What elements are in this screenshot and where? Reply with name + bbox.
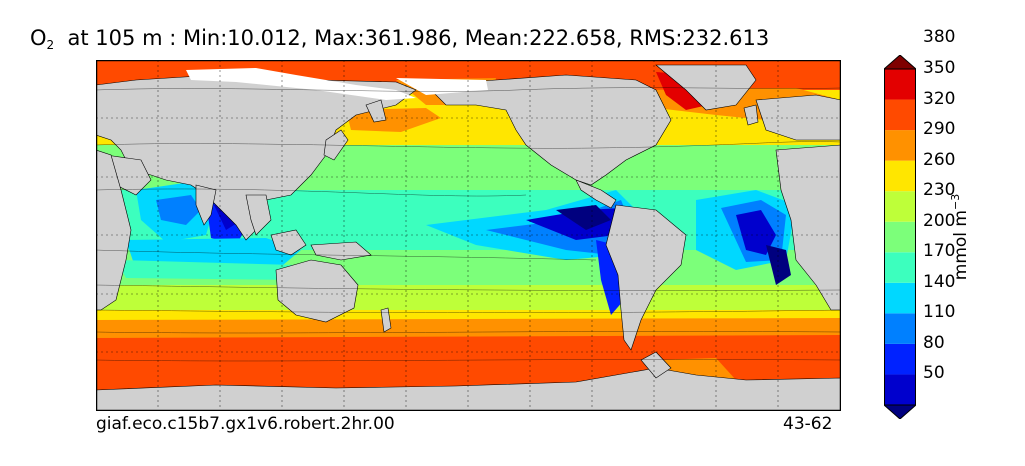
- units-exponent: −3: [949, 193, 963, 210]
- contour-2: [96, 141, 841, 149]
- colorbar-tick-label: 320: [923, 88, 956, 109]
- land-greenland: [655, 64, 757, 111]
- ice-white-alaska: [396, 78, 488, 95]
- colorbar-segment: [884, 313, 916, 344]
- land-antarctic-peninsula: [640, 351, 672, 379]
- colorbar-segment: [884, 191, 916, 222]
- land-nz: [380, 307, 392, 333]
- run-id-label: giaf.eco.c15b7.gx1v6.robert.2hr.00: [96, 414, 395, 434]
- colorbar-tick-label: 260: [923, 149, 956, 170]
- colorbar: [882, 54, 918, 420]
- contour-6: [96, 309, 841, 313]
- land-south-america: [605, 204, 687, 351]
- colorbar-segment: [884, 221, 916, 253]
- colorbar-extend-min: [882, 404, 918, 420]
- colorbar-segment: [884, 343, 916, 375]
- e-pacific-min: [556, 205, 611, 230]
- colorbar-tick-label: 50: [923, 363, 945, 384]
- colorbar-tick-label: 80: [923, 332, 945, 353]
- land-australia: [275, 259, 359, 323]
- benguela-core: [766, 245, 791, 285]
- io-south: [116, 260, 301, 280]
- n-pacific-orange: [346, 108, 441, 132]
- contour-7: [96, 331, 841, 334]
- colorbar-segment: [884, 374, 916, 405]
- colorbar-tick-label: 170: [923, 241, 956, 262]
- graticule: [96, 60, 841, 411]
- map-svg: [95, 59, 842, 412]
- map-frame: [95, 59, 842, 412]
- e-atlantic-core: [736, 210, 776, 255]
- contour-group: [96, 87, 841, 362]
- land-central-america: [575, 179, 617, 209]
- southern-ring-orange: [96, 318, 841, 338]
- colorbar-segment: [884, 130, 916, 161]
- colorbar-segment: [884, 69, 916, 100]
- colorbar-tick-label: 380: [923, 27, 956, 48]
- units-main: mmol m: [950, 210, 971, 281]
- contour-5: [96, 284, 841, 291]
- colorbar-segment: [884, 282, 916, 314]
- ice-white-arctic: [186, 68, 416, 100]
- land-kamchatka: [365, 99, 387, 123]
- land-indochina: [245, 194, 272, 236]
- land-uk: [743, 104, 759, 126]
- colorbar-tick-label: 350: [923, 58, 956, 78]
- colorbar-tick-label: 290: [923, 119, 956, 140]
- colorbar-svg: [882, 54, 918, 420]
- colorbar-segment: [884, 160, 916, 192]
- years-label: 43-62: [783, 414, 833, 434]
- colorbar-tick-label: 230: [923, 180, 956, 201]
- ocean-band-s-mid: [96, 285, 841, 310]
- title-text: at 105 m : Min:10.012, Max:361.986, Mean…: [67, 26, 770, 50]
- colorbar-tick-label: 110: [923, 302, 956, 323]
- title-subscript: 2: [46, 38, 55, 52]
- colorbar-tick-label: 200: [923, 210, 956, 231]
- arabian-sea-core: [156, 195, 201, 225]
- land-europe-west: [755, 94, 841, 141]
- colorbar-segment: [884, 252, 916, 283]
- colorbar-segment: [884, 99, 916, 131]
- chart-title: O2 at 105 m : Min:10.012, Max:361.986, M…: [30, 26, 769, 52]
- land-borneo: [270, 229, 307, 256]
- contour-8: [96, 359, 841, 362]
- map-plot: [95, 59, 842, 412]
- title-species: O: [30, 26, 47, 50]
- colorbar-tick-label: 140: [923, 271, 956, 292]
- colorbar-extend-max: [882, 54, 918, 70]
- contour-3: [96, 188, 527, 197]
- colorbar-frame: [884, 68, 916, 406]
- contour-1: [96, 87, 841, 92]
- land-africa-west: [775, 144, 841, 311]
- colorbar-units: mmol m−3: [949, 194, 971, 280]
- land-north-america: [425, 74, 672, 186]
